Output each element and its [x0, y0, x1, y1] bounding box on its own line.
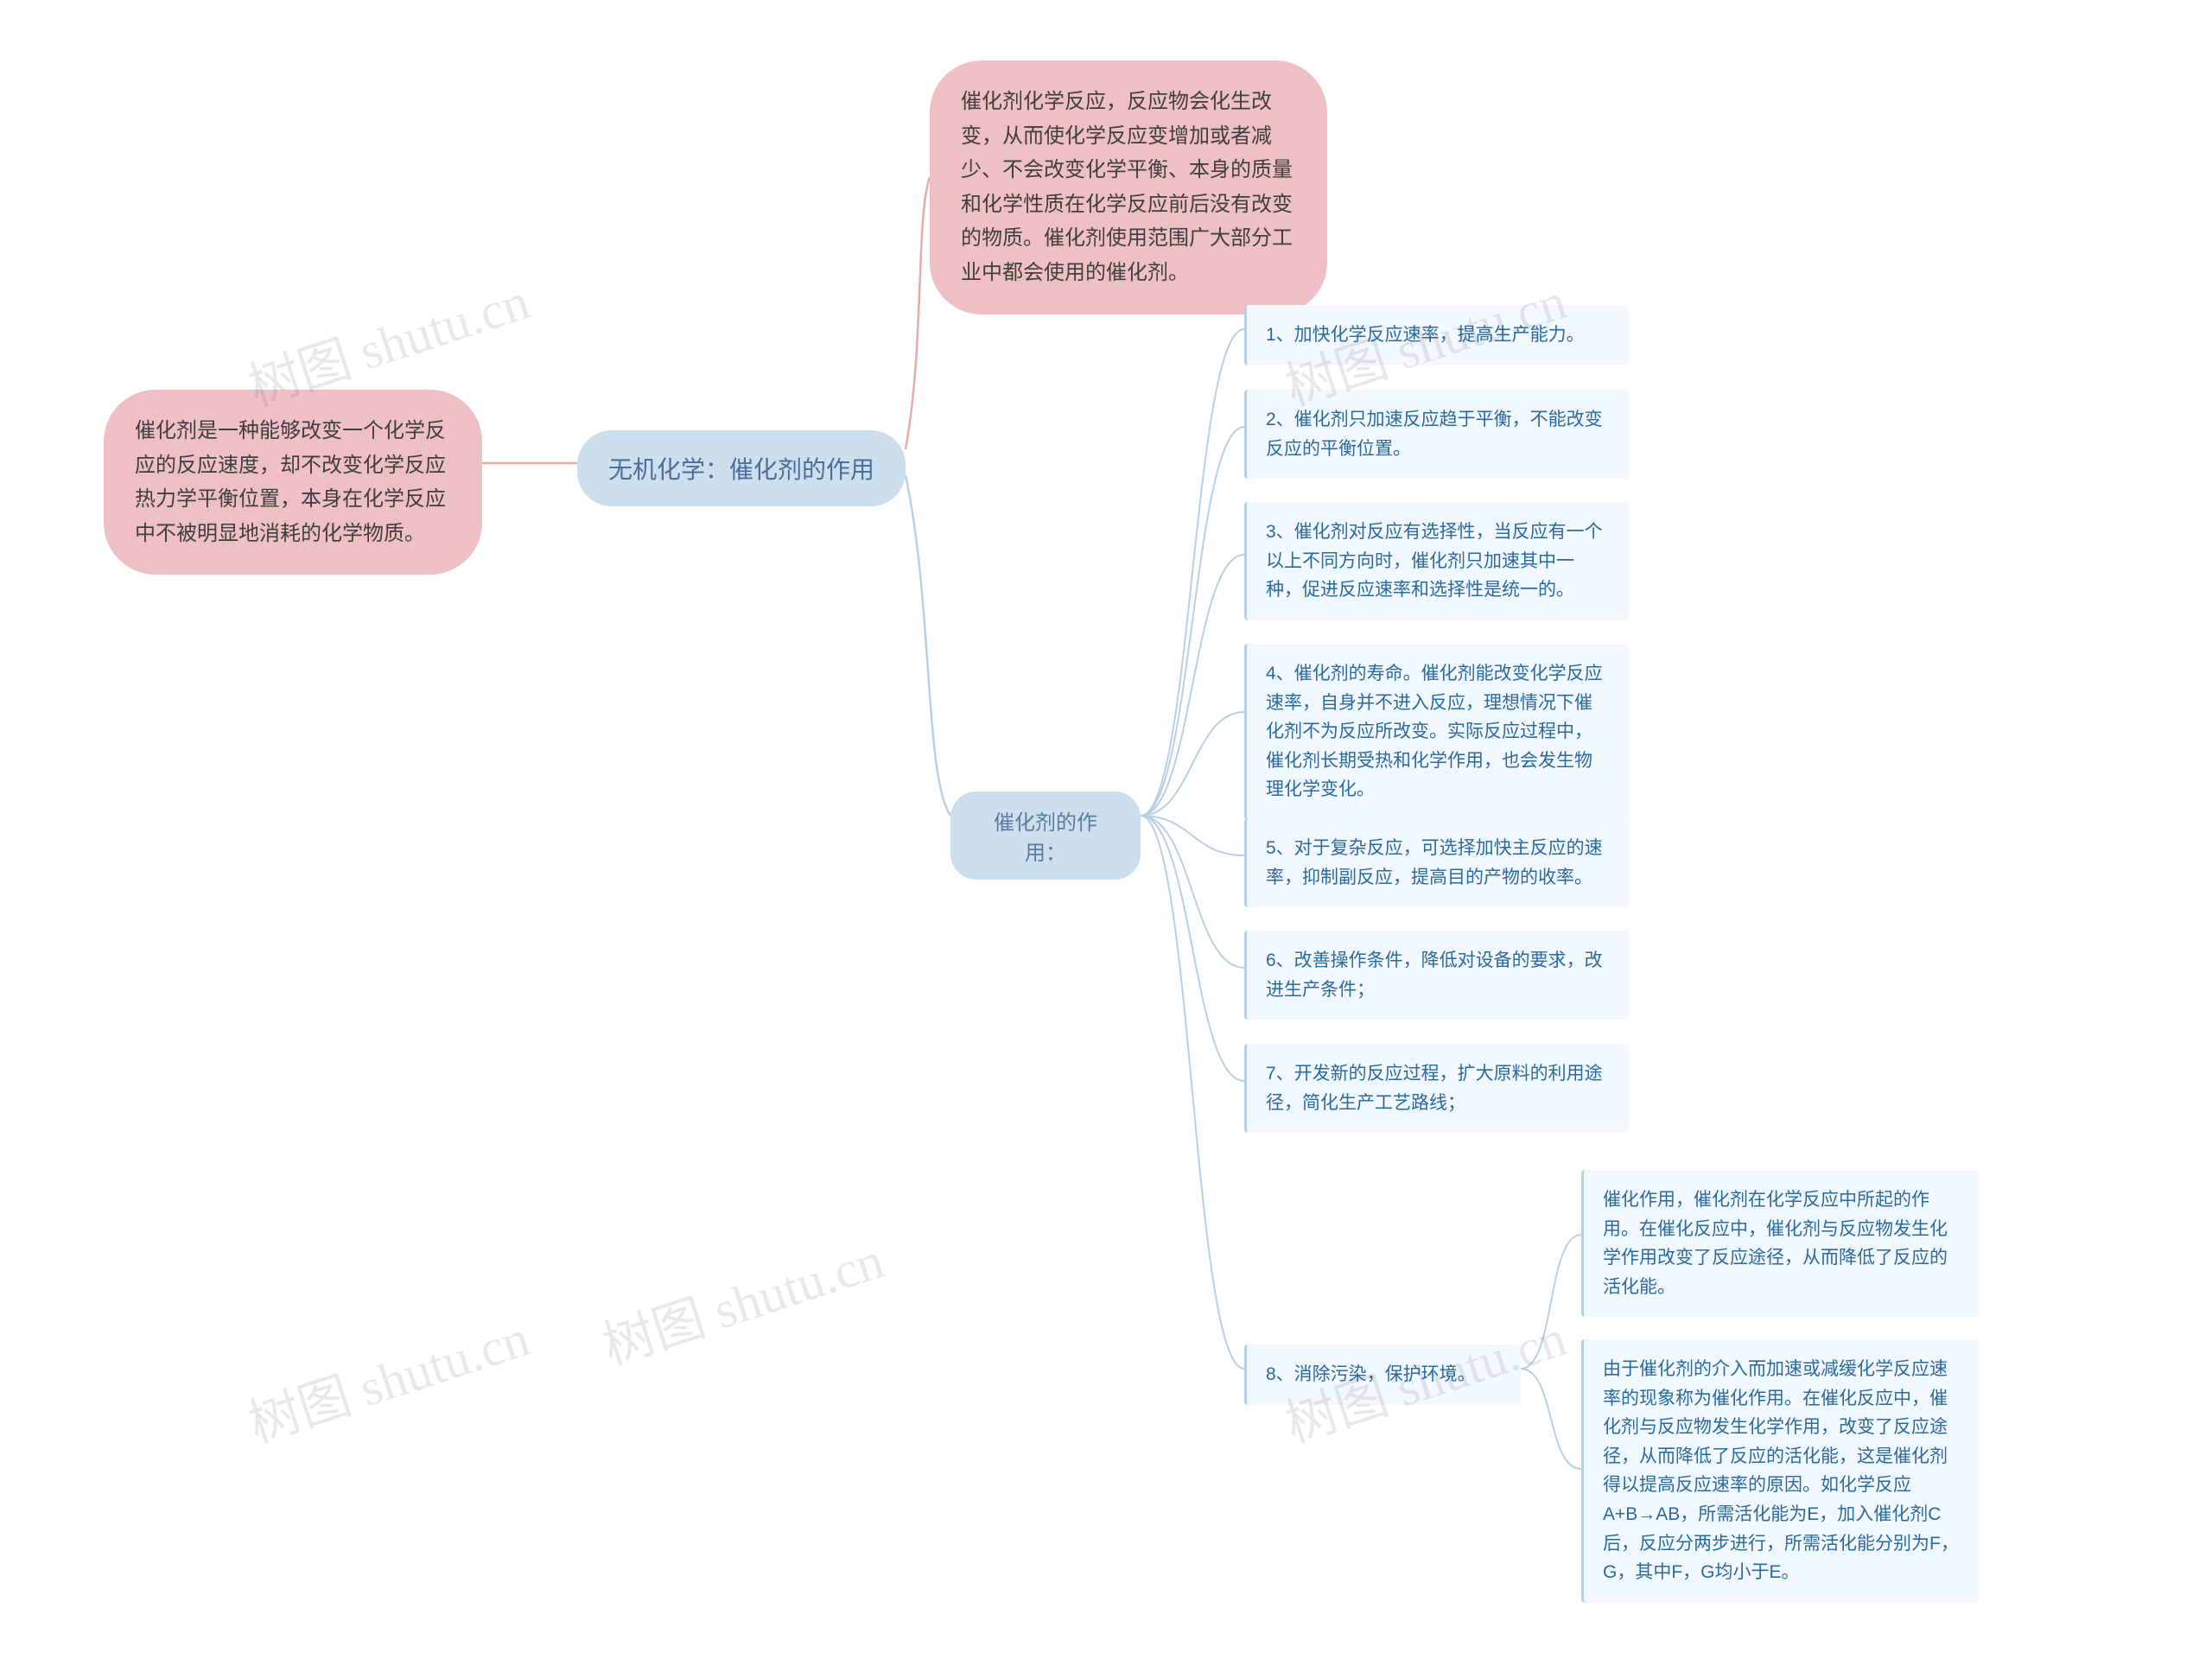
leaf-text: 6、改善操作条件，降低对设备的要求，改进生产条件；	[1266, 950, 1603, 1000]
leaf-text: 4、催化剂的寿命。催化剂能改变化学反应速率，自身并不进入反应，理想情况下催化剂不…	[1266, 664, 1603, 799]
watermark: 树图 shutu.cn	[592, 1218, 892, 1380]
definition-node: 催化剂是一种能够改变一个化学反应的反应速度，却不改变化学反应热力学平衡位置，本身…	[104, 390, 482, 575]
leaf-1: 1、加快化学反应速率，提高生产能力。	[1244, 305, 1629, 365]
sub-branch-node[interactable]: 催化剂的作用：	[950, 791, 1141, 880]
leaf-text: 由于催化剂的介入而加速或减缓化学反应速率的现象称为催化作用。在催化反应中，催化剂…	[1603, 1359, 1959, 1582]
leaf-text: 7、开发新的反应过程，扩大原料的利用途径，简化生产工艺路线；	[1266, 1064, 1603, 1113]
watermark: 树图 shutu.cn	[238, 1296, 537, 1458]
summary-node: 催化剂化学反应，反应物会化生改变，从而使化学反应变增加或者减少、不会改变化学平衡…	[930, 60, 1327, 315]
summary-text: 催化剂化学反应，反应物会化生改变，从而使化学反应变增加或者减少、不会改变化学平衡…	[961, 90, 1293, 284]
leaf-4: 4、催化剂的寿命。催化剂能改变化学反应速率，自身并不进入反应，理想情况下催化剂不…	[1244, 644, 1629, 820]
leaf-5: 5、对于复杂反应，可选择加快主反应的速率，抑制副反应，提高目的产物的收率。	[1244, 818, 1629, 907]
root-label: 无机化学：催化剂的作用	[608, 456, 874, 483]
leaf-2: 2、催化剂只加速反应趋于平衡，不能改变反应的平衡位置。	[1244, 390, 1629, 479]
leaf-text: 5、对于复杂反应，可选择加快主反应的速率，抑制副反应，提高目的产物的收率。	[1266, 838, 1603, 887]
leaf-text: 2、催化剂只加速反应趋于平衡，不能改变反应的平衡位置。	[1266, 410, 1603, 459]
leaf-text: 催化作用，催化剂在化学反应中所起的作用。在催化反应中，催化剂与反应物发生化学作用…	[1603, 1190, 1948, 1297]
leaf-8b: 由于催化剂的介入而加速或减缓化学反应速率的现象称为催化作用。在催化反应中，催化剂…	[1581, 1339, 1979, 1603]
root-node[interactable]: 无机化学：催化剂的作用	[577, 430, 906, 506]
leaf-8a: 催化作用，催化剂在化学反应中所起的作用。在催化反应中，催化剂与反应物发生化学作用…	[1581, 1170, 1979, 1317]
leaf-8: 8、消除污染，保护环境。	[1244, 1344, 1521, 1405]
leaf-3: 3、催化剂对反应有选择性，当反应有一个以上不同方向时，催化剂只加速其中一种，促进…	[1244, 502, 1629, 620]
leaf-text: 8、消除污染，保护环境。	[1266, 1364, 1476, 1384]
leaf-6: 6、改善操作条件，降低对设备的要求，改进生产条件；	[1244, 931, 1629, 1020]
leaf-7: 7、开发新的反应过程，扩大原料的利用途径，简化生产工艺路线；	[1244, 1044, 1629, 1133]
leaf-text: 3、催化剂对反应有选择性，当反应有一个以上不同方向时，催化剂只加速其中一种，促进…	[1266, 522, 1603, 600]
definition-text: 催化剂是一种能够改变一个化学反应的反应速度，却不改变化学反应热力学平衡位置，本身…	[135, 419, 446, 545]
leaf-text: 1、加快化学反应速率，提高生产能力。	[1266, 325, 1585, 345]
sub-branch-label: 催化剂的作用：	[994, 811, 1097, 865]
